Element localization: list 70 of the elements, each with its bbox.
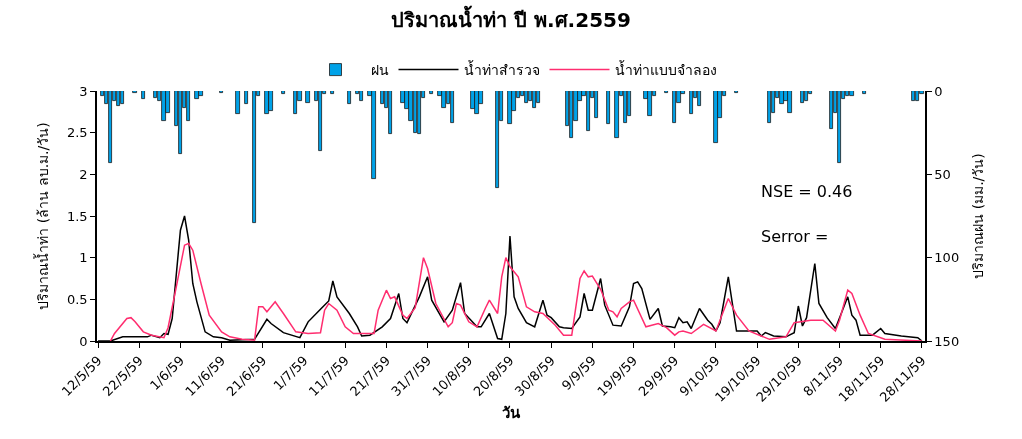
bar bbox=[186, 91, 190, 121]
bar bbox=[153, 91, 157, 98]
bar bbox=[252, 91, 256, 223]
bar bbox=[594, 91, 598, 118]
bar bbox=[767, 91, 771, 123]
bar bbox=[524, 91, 528, 103]
bar bbox=[532, 91, 536, 108]
bar bbox=[614, 91, 619, 138]
bar bbox=[305, 91, 310, 103]
bar bbox=[623, 91, 627, 123]
bar bbox=[194, 91, 199, 99]
y-tick-label: 1 bbox=[79, 250, 88, 266]
bar bbox=[450, 91, 454, 123]
bar bbox=[268, 91, 273, 111]
y-tick-label: 3 bbox=[79, 83, 88, 99]
bar bbox=[495, 91, 499, 188]
bar bbox=[837, 91, 841, 163]
bar bbox=[371, 91, 376, 179]
y-tick-label: 1.5 bbox=[66, 208, 88, 224]
bar bbox=[141, 91, 145, 99]
y-tick-label: 0.5 bbox=[66, 291, 88, 307]
bar bbox=[697, 91, 701, 106]
y-tick-label: 2 bbox=[79, 166, 88, 182]
legend-label: ฝน bbox=[370, 62, 389, 79]
y-axis-title: ปริมาณน้ำท่า (ล้าน ลบ.ม./วัน) bbox=[33, 122, 52, 310]
bar bbox=[178, 91, 182, 154]
bar bbox=[911, 91, 915, 101]
bar bbox=[606, 91, 610, 124]
bar bbox=[244, 91, 248, 104]
y2-tick-label: 0 bbox=[934, 83, 943, 99]
bar bbox=[359, 91, 363, 101]
bar bbox=[120, 91, 124, 104]
y2-tick-label: 100 bbox=[934, 250, 960, 266]
bar bbox=[380, 91, 384, 104]
bar bbox=[235, 91, 240, 114]
y2-tick-label: 50 bbox=[934, 166, 951, 182]
bar bbox=[417, 91, 421, 134]
bar bbox=[829, 91, 833, 129]
y-tick-label: 2.5 bbox=[66, 125, 88, 141]
bar bbox=[849, 91, 854, 96]
y2-axis-title: ปริมาณฝน (มม./วัน) bbox=[969, 153, 986, 279]
y2-tick-label: 150 bbox=[934, 333, 960, 349]
bar bbox=[429, 91, 433, 94]
bar bbox=[116, 91, 120, 106]
bar bbox=[441, 91, 446, 108]
bar bbox=[713, 91, 718, 143]
legend-label: น้ำท่าสำรวจ bbox=[463, 60, 540, 79]
line-series bbox=[109, 242, 923, 341]
legend-label: น้ำท่าแบบจำลอง bbox=[614, 60, 717, 79]
bar bbox=[388, 91, 392, 134]
bar bbox=[330, 91, 334, 94]
bar bbox=[347, 91, 351, 104]
bar bbox=[507, 91, 512, 124]
x-axis-title: วัน bbox=[502, 404, 521, 423]
bar bbox=[318, 91, 322, 151]
bar bbox=[281, 91, 285, 94]
bar bbox=[800, 91, 804, 103]
bar bbox=[647, 91, 652, 116]
bar bbox=[108, 91, 112, 163]
bar bbox=[804, 91, 808, 101]
annotation: Serror = bbox=[761, 227, 829, 246]
y-tick-label: 0 bbox=[79, 333, 88, 349]
bar bbox=[862, 91, 866, 94]
bar bbox=[198, 91, 203, 96]
bar bbox=[689, 91, 693, 114]
bar bbox=[161, 91, 166, 121]
chart-title: ปริมาณน้ำท่า ปี พ.ศ.2559 bbox=[391, 5, 631, 33]
annotation: NSE = 0.46 bbox=[761, 182, 853, 201]
bar bbox=[787, 91, 792, 113]
bar bbox=[474, 91, 479, 114]
